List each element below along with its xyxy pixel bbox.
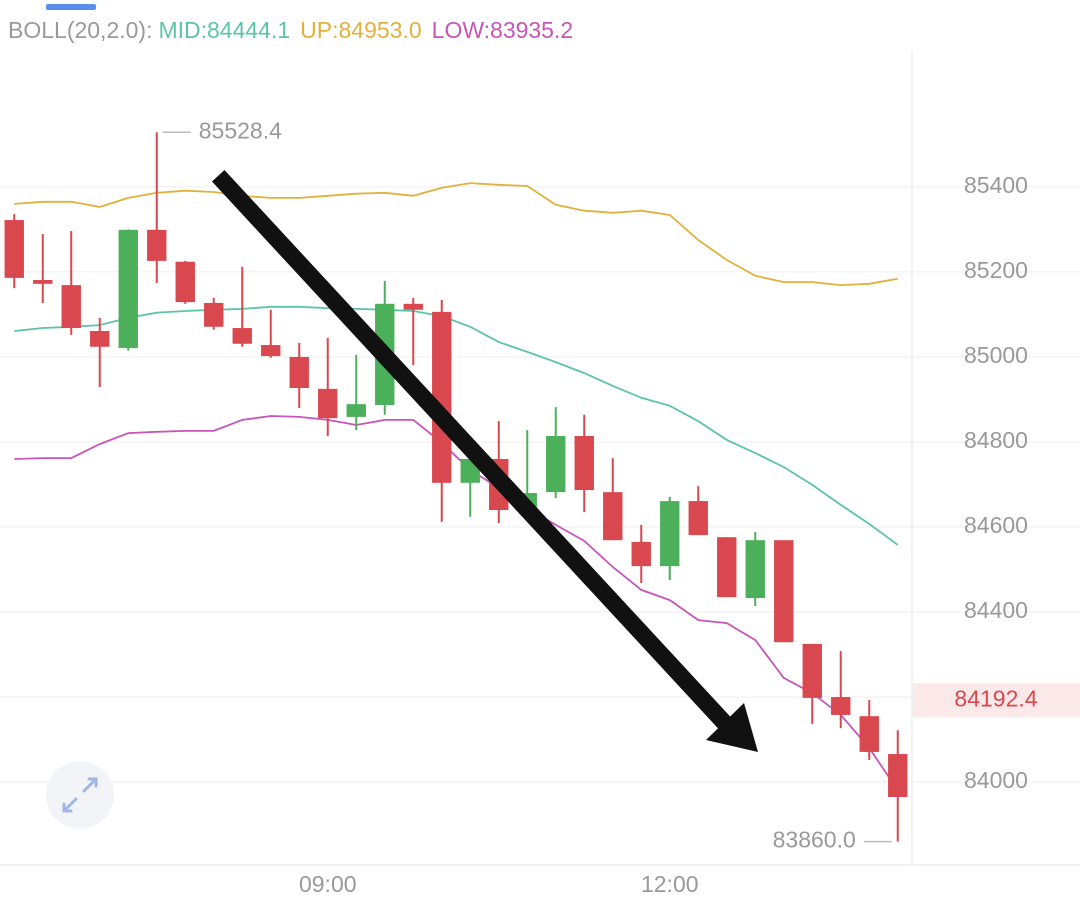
candle-body bbox=[717, 537, 737, 598]
candle-body bbox=[660, 501, 680, 567]
candle-body bbox=[33, 280, 53, 284]
legend-entry: LOW:83935.2 bbox=[432, 17, 574, 43]
boll-line bbox=[14, 415, 899, 791]
extreme-label: 85528.4 bbox=[199, 117, 282, 143]
candle-body bbox=[261, 345, 281, 357]
candle-body bbox=[118, 229, 138, 349]
candle-body bbox=[346, 404, 366, 417]
y-tick-label: 84000 bbox=[964, 767, 1028, 793]
candle-body bbox=[745, 540, 765, 599]
candle-body bbox=[546, 436, 566, 493]
candle-body bbox=[90, 331, 110, 347]
legend-entry: BOLL(20,2.0): bbox=[8, 17, 152, 43]
y-tick-label: 84400 bbox=[964, 597, 1028, 623]
y-tick-label: 84800 bbox=[964, 427, 1028, 453]
boll-line bbox=[14, 305, 899, 546]
extreme-label: 83860.0 bbox=[773, 827, 856, 853]
candle-body bbox=[318, 388, 338, 419]
candle-body bbox=[859, 716, 879, 752]
candle-body bbox=[204, 302, 224, 327]
expand-button[interactable] bbox=[46, 761, 114, 829]
boll-line bbox=[14, 182, 898, 287]
candle-body bbox=[147, 229, 167, 261]
candle-body bbox=[432, 311, 452, 483]
expand-button-bg[interactable] bbox=[46, 761, 114, 829]
plot-area: 8400084200844008460084800850008520085400… bbox=[0, 117, 1080, 897]
candle-body bbox=[631, 541, 651, 567]
candle-body bbox=[603, 492, 623, 541]
y-tick-label: 84600 bbox=[964, 512, 1028, 538]
candle-body bbox=[831, 697, 851, 715]
candle-body bbox=[61, 285, 81, 329]
candle-body bbox=[403, 303, 423, 310]
tab-indicator bbox=[46, 4, 96, 10]
x-tick-label: 09:00 bbox=[299, 871, 357, 897]
candle-body bbox=[289, 356, 309, 388]
candle-body bbox=[774, 540, 794, 643]
indicator-legend: BOLL(20,2.0): MID:84444.1 UP:84953.0 LOW:83… bbox=[8, 17, 573, 43]
x-tick-label: 12:00 bbox=[641, 871, 699, 897]
current-price-bg bbox=[913, 683, 1080, 718]
arrow-head bbox=[706, 703, 758, 752]
candle-body bbox=[232, 328, 252, 344]
expand-icon[interactable] bbox=[62, 777, 98, 813]
candle-body bbox=[175, 261, 195, 303]
legend-entry: MID:84444.1 bbox=[158, 17, 290, 43]
candle-body bbox=[888, 754, 908, 797]
candle-body bbox=[4, 220, 24, 278]
y-tick-label: 85400 bbox=[964, 172, 1028, 198]
candle-body bbox=[802, 643, 822, 698]
y-tick-label: 85000 bbox=[964, 342, 1028, 368]
y-tick-label: 85200 bbox=[964, 257, 1028, 283]
candle-body bbox=[688, 501, 708, 536]
current-price-label: 84192.4 bbox=[954, 685, 1037, 711]
arrow-shaft bbox=[211, 169, 733, 731]
legend-entry: UP:84953.0 bbox=[300, 17, 421, 43]
trend-arrow bbox=[211, 169, 758, 752]
candle-body bbox=[574, 436, 594, 491]
